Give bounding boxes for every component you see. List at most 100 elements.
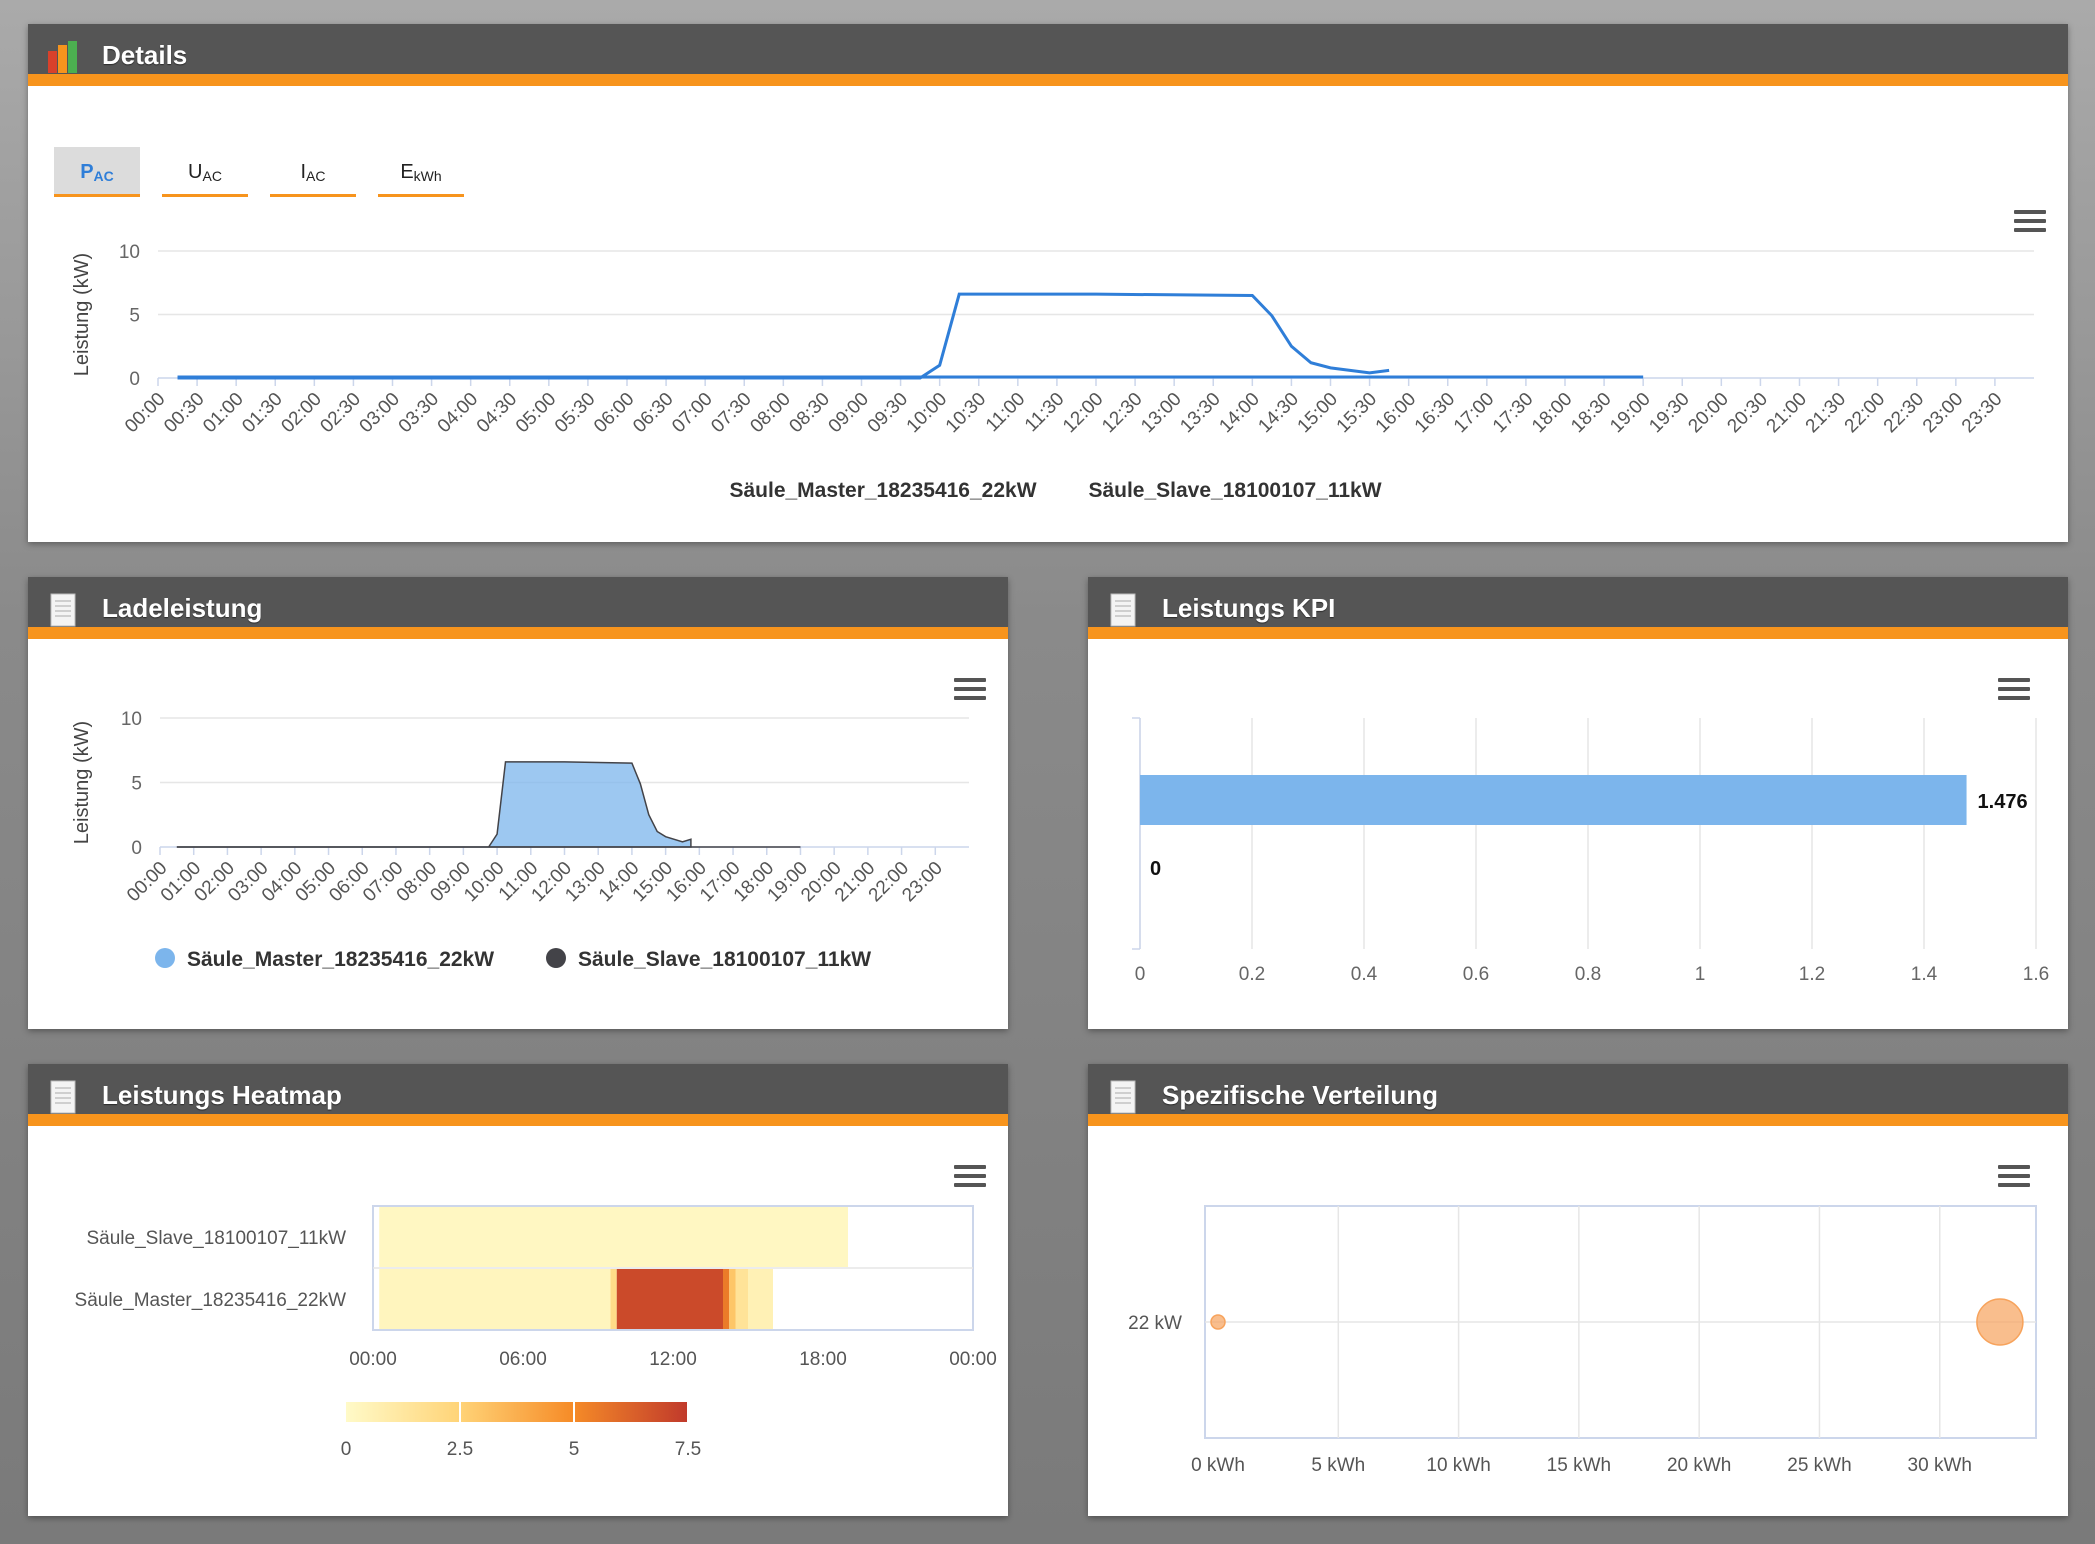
x-tick-label: 15:30	[1333, 389, 1381, 437]
x-tick-label: 18:00	[1528, 389, 1576, 437]
x-tick-label: 10:00	[460, 858, 508, 906]
x-tick-label: 00:00	[123, 858, 171, 906]
heatmap-title: Leistungs Heatmap	[102, 1080, 342, 1110]
tab-iac[interactable]: IAC	[270, 147, 356, 197]
y-tick-label: 5	[131, 774, 142, 795]
ladeleistung-panel: Ladeleistung 0 5 10 Leistung (kW) 00:00 01:00…	[28, 577, 1008, 1029]
bar-chart-icon	[48, 41, 77, 73]
document-icon	[50, 593, 76, 627]
x-tick-label: 19:00	[1606, 389, 1654, 437]
kpi-bar	[1140, 775, 1967, 825]
x-tick-label: 04:00	[434, 389, 482, 437]
document-icon	[1110, 1080, 1136, 1114]
x-tick-label: 00:30	[160, 389, 208, 437]
tab-subscript: AC	[202, 168, 222, 184]
kpi-menu-icon[interactable]	[1998, 678, 2030, 704]
x-tick-label: 19:00	[764, 858, 812, 906]
x-tick-label: 12:30	[1098, 389, 1146, 437]
details-header: Details	[28, 24, 2068, 86]
x-tick-label: 1.4	[1911, 964, 1938, 985]
x-tick-label: 11:00	[982, 389, 1029, 436]
bubble-point	[1210, 1314, 1226, 1330]
x-tick-label: 09:00	[825, 389, 873, 437]
x-tick-label: 16:30	[1411, 389, 1459, 437]
x-tick-label: 22:00	[1841, 389, 1889, 437]
x-tick-label: 06:00	[499, 1349, 547, 1370]
x-tick-label: 14:00	[1215, 389, 1263, 437]
tab-label: E	[400, 161, 414, 183]
heatmap-cell	[379, 1269, 611, 1329]
x-tick-label: 1.6	[2023, 964, 2049, 985]
x-tick-label: 21:00	[831, 858, 879, 906]
x-tick-label: 00:00	[349, 1349, 397, 1370]
y-tick-label: 10	[119, 242, 140, 263]
x-tick-label: 20:00	[797, 858, 845, 906]
x-tick-label: 09:00	[426, 858, 474, 906]
legend-item-slave: Säule_Slave_18100107_11kW	[1088, 479, 1381, 502]
x-tick-label: 13:30	[1176, 389, 1224, 437]
x-tick-label: 17:00	[1450, 389, 1498, 437]
y-axis-label: Leistung (kW)	[71, 253, 93, 376]
x-tick-label: 22:30	[1880, 389, 1928, 437]
x-tick-label: 05:00	[292, 858, 340, 906]
details-menu-icon[interactable]	[2014, 210, 2046, 236]
x-tick-label: 0.2	[1239, 964, 1265, 985]
verteilung-chart: 0 kWh 5 kWh 10 kWh 15 kWh 20 kWh 25 kWh 30 kWh…	[1128, 1205, 2037, 1476]
verteilung-header: Spezifische Verteilung	[1088, 1064, 2068, 1126]
tab-label: P	[80, 161, 94, 183]
x-tick-label: 16:00	[1372, 389, 1420, 437]
x-tick-label: 18:30	[1567, 389, 1615, 437]
x-tick-label: 14:00	[595, 858, 643, 906]
ladeleistung-title: Ladeleistung	[102, 593, 263, 623]
x-tick-label: 01:30	[238, 389, 286, 437]
x-tick-label: 5 kWh	[1311, 1455, 1365, 1476]
x-tick-label: 04:30	[473, 389, 521, 437]
x-tick-label: 07:00	[359, 858, 407, 906]
document-icon	[50, 1080, 76, 1114]
document-icon	[1110, 593, 1136, 627]
colorbar-label: 2.5	[447, 1439, 473, 1460]
heatmap-menu-icon[interactable]	[954, 1165, 986, 1191]
heatmap-cell	[379, 1207, 848, 1267]
legend-marker-master	[155, 948, 175, 968]
heatmap-cell	[616, 1269, 723, 1329]
legend-item-master: Säule_Master_18235416_22kW	[729, 479, 1036, 502]
x-tick-label: 02:00	[190, 858, 238, 906]
x-tick-label: 14:30	[1254, 389, 1302, 437]
x-tick-label: 0.8	[1575, 964, 1601, 985]
verteilung-panel: Spezifische Verteilung 0 kWh 5 kWh 10 kWh 1…	[1088, 1064, 2068, 1516]
y-tick-label: 0	[129, 369, 140, 390]
x-tick-label: 0.4	[1351, 964, 1378, 985]
x-tick-label: 09:30	[864, 389, 912, 437]
verteilung-menu-icon[interactable]	[1998, 1165, 2030, 1191]
x-tick-label: 15:00	[1294, 389, 1342, 437]
tab-uac[interactable]: UAC	[162, 147, 248, 197]
x-tick-label: 18:00	[730, 858, 778, 906]
tab-ekwh[interactable]: EkWh	[378, 147, 464, 197]
x-tick-label: 15 kWh	[1547, 1455, 1611, 1476]
y-tick-label: 5	[129, 306, 140, 327]
x-tick-label: 1	[1695, 964, 1706, 985]
row-label: Säule_Slave_18100107_11kW	[86, 1228, 346, 1249]
heatmap-cell	[748, 1269, 773, 1329]
x-tick-label: 13:00	[1137, 389, 1185, 437]
x-tick-label: 12:00	[528, 858, 576, 906]
bubble-point	[1976, 1298, 2024, 1346]
heatmap-header: Leistungs Heatmap	[28, 1064, 1008, 1126]
colorbar	[346, 1402, 688, 1422]
kpi-chart: 0 0.2 0.4 0.6 0.8 1 1.2 1.4 1.6 1.476 0	[1132, 717, 2049, 985]
plot-frame	[1204, 1205, 2037, 1439]
series-area	[176, 761, 692, 848]
x-tick-label: 01:00	[199, 389, 247, 437]
x-tick-label: 16:00	[662, 858, 710, 906]
x-tick-label: 03:00	[224, 858, 272, 906]
x-tick-label: 10:00	[903, 389, 951, 437]
x-tick-label: 10:30	[942, 389, 990, 437]
ladeleistung-chart: 0 5 10 Leistung (kW) 00:0001:0002:0003:0004:…	[71, 709, 969, 971]
tab-pac[interactable]: PAC	[54, 147, 140, 197]
legend-item-slave: Säule_Slave_18100107_11kW	[578, 948, 871, 971]
ladeleistung-menu-icon[interactable]	[954, 678, 986, 704]
x-tick-label: 02:30	[316, 389, 364, 437]
kpi-title: Leistungs KPI	[1162, 593, 1336, 623]
